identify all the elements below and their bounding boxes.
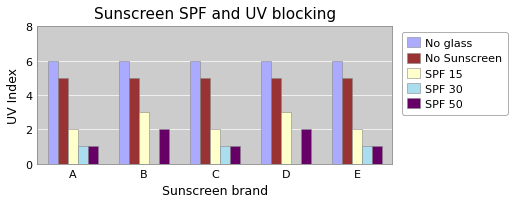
Title: Sunscreen SPF and UV blocking: Sunscreen SPF and UV blocking xyxy=(94,7,336,22)
Bar xyxy=(48,61,58,164)
Bar xyxy=(372,147,382,164)
Bar xyxy=(78,147,88,164)
Bar xyxy=(139,113,149,164)
Bar xyxy=(352,130,362,164)
Bar xyxy=(129,78,139,164)
Bar xyxy=(332,61,342,164)
Bar xyxy=(119,61,129,164)
Bar xyxy=(159,130,169,164)
Bar xyxy=(220,147,230,164)
Bar xyxy=(190,61,200,164)
Bar xyxy=(362,147,372,164)
Bar xyxy=(271,78,281,164)
Legend: No glass, No Sunscreen, SPF 15, SPF 30, SPF 50: No glass, No Sunscreen, SPF 15, SPF 30, … xyxy=(402,33,508,115)
Bar xyxy=(342,78,352,164)
Bar xyxy=(281,113,291,164)
Bar xyxy=(301,130,311,164)
Y-axis label: UV Index: UV Index xyxy=(7,68,20,123)
Bar xyxy=(68,130,78,164)
Bar xyxy=(88,147,98,164)
X-axis label: Sunscreen brand: Sunscreen brand xyxy=(162,184,268,197)
Bar xyxy=(58,78,68,164)
Bar xyxy=(210,130,220,164)
Bar xyxy=(230,147,240,164)
Bar xyxy=(261,61,271,164)
Bar xyxy=(200,78,210,164)
